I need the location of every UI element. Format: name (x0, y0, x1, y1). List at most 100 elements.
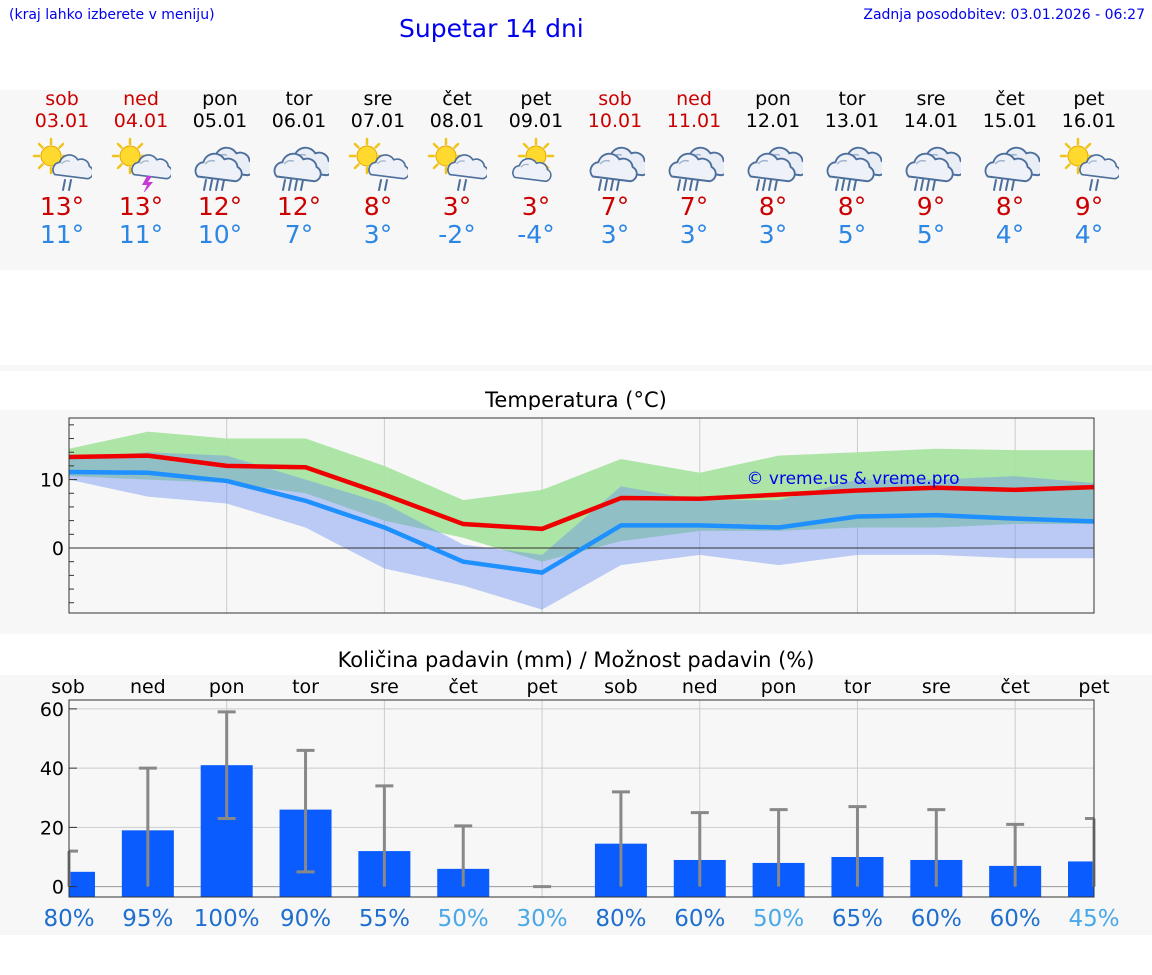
sun-cloud-storm-icon (111, 137, 171, 192)
day-date: 06.01 (271, 110, 327, 132)
temp-min: -2° (438, 220, 476, 249)
x-day-label: čet (448, 676, 478, 698)
precip-probability: 50% (438, 906, 489, 932)
day-date: 16.01 (1061, 110, 1117, 132)
x-day-label: pon (761, 676, 797, 698)
precip-bar (1068, 861, 1094, 897)
temp-max: 8° (363, 192, 393, 221)
temp-max: 7° (679, 192, 709, 221)
day-date: 10.01 (587, 110, 643, 132)
temp-min: 3° (600, 220, 630, 249)
day-date: 14.01 (903, 110, 959, 132)
y-tick-label: 0 (52, 877, 64, 899)
day-column: pon 05.01 12° 10° (181, 88, 260, 248)
temp-max: 7° (600, 192, 630, 221)
temp-max: 9° (1074, 192, 1104, 221)
temp-min: 3° (679, 220, 709, 249)
cloud-rain-icon (905, 146, 961, 191)
x-day-label: sre (922, 676, 951, 698)
cloud-rain-icon (589, 146, 645, 191)
cloud-rain-icon (668, 146, 724, 191)
precip-bar (69, 871, 95, 897)
day-name: sre (916, 88, 946, 110)
x-day-label: tor (844, 676, 871, 698)
precip-probability: 80% (595, 906, 646, 932)
precip-probability: 65% (832, 906, 883, 932)
precip-probability: 60% (674, 906, 725, 932)
y-tick-label: 60 (40, 699, 64, 721)
temp-max: 3° (442, 192, 472, 221)
precip-probability: 55% (359, 906, 410, 932)
precip-probability: 45% (1068, 906, 1119, 932)
precipitation-chart-title: Količina padavin (mm) / Možnost padavin … (337, 648, 815, 672)
daily-forecast-strip: sob 03.01 13° 11° ned 04.01 13° 11° pon 05.01 12° 1… (0, 88, 1152, 258)
temp-min: 3° (363, 220, 393, 249)
sun-cloud-rain-icon (427, 137, 487, 191)
x-day-label: sre (370, 676, 399, 698)
temp-min: 4° (995, 220, 1025, 249)
x-day-label: ned (130, 676, 166, 698)
day-name: ned (676, 88, 712, 110)
max-temp-line (68, 453, 1095, 532)
precip-probability: 90% (280, 906, 331, 932)
day-column: sre 07.01 8° 3° (339, 88, 418, 248)
plot-frame (68, 417, 1095, 614)
day-column: pet 16.01 9° 4° (1050, 88, 1129, 248)
x-day-label: sob (51, 676, 85, 698)
day-name: pon (755, 88, 791, 110)
temp-min: 3° (758, 220, 788, 249)
x-day-label: ned (682, 676, 718, 698)
plot-frame (68, 699, 1095, 898)
day-name: tor (285, 88, 313, 110)
forecast-band (0, 90, 1152, 270)
temp-max: 8° (995, 192, 1025, 221)
temp-min: 5° (837, 220, 867, 249)
sun-cloud-rain-icon (1059, 137, 1119, 191)
day-date: 13.01 (824, 110, 880, 132)
temp-min: 5° (916, 220, 946, 249)
watermark: © vreme.us & vreme.pro (746, 469, 959, 489)
temp-min: 11° (118, 220, 164, 249)
day-name: čet (995, 88, 1025, 110)
y-tick-label: 20 (40, 817, 64, 839)
temp-max: 13° (39, 192, 85, 221)
temp-min: -4° (517, 220, 555, 249)
divider-band (0, 365, 1152, 371)
temp-min: 11° (39, 220, 85, 249)
temp-max: 3° (521, 192, 551, 221)
x-day-label: pon (209, 676, 245, 698)
day-column: tor 06.01 12° 7° (260, 88, 339, 248)
temp-max: 9° (916, 192, 946, 221)
sun-cloud-icon (512, 137, 555, 183)
precip-probability: 30% (517, 906, 568, 932)
last-update: Zadnja posodobitev: 03.01.2026 - 06:27 (863, 7, 1145, 23)
day-name: čet (442, 88, 472, 110)
temp-min: 4° (1074, 220, 1104, 249)
region-hint-link[interactable]: (kraj lahko izberete v meniju) (9, 7, 215, 23)
cloud-rain-icon (194, 146, 250, 191)
x-day-label: sob (604, 676, 638, 698)
day-column: ned 11.01 7° 3° (655, 88, 734, 248)
cloud-rain-icon (984, 146, 1040, 191)
day-name: sob (598, 88, 632, 110)
day-column: pon 12.01 8° 3° (734, 88, 813, 248)
y-tick-label: 10 (40, 470, 64, 492)
day-name: tor (838, 88, 866, 110)
day-name: sre (363, 88, 393, 110)
day-column: tor 13.01 8° 5° (813, 88, 892, 248)
temp-max: 12° (276, 192, 322, 221)
temp-max: 13° (118, 192, 164, 221)
precip-probability: 100% (194, 906, 260, 932)
y-tick-label: 40 (40, 758, 64, 780)
day-date: 03.01 (34, 110, 90, 132)
temp-min: 7° (284, 220, 314, 249)
day-column: sob 10.01 7° 3° (576, 88, 655, 248)
x-day-label: tor (292, 676, 319, 698)
day-column: pet 09.01 3° -4° (497, 88, 576, 248)
day-date: 12.01 (745, 110, 801, 132)
precip-probability: 60% (911, 906, 962, 932)
precip-probability: 50% (753, 906, 804, 932)
day-column: čet 08.01 3° -2° (418, 88, 497, 248)
day-column: sre 14.01 9° 5° (892, 88, 971, 248)
